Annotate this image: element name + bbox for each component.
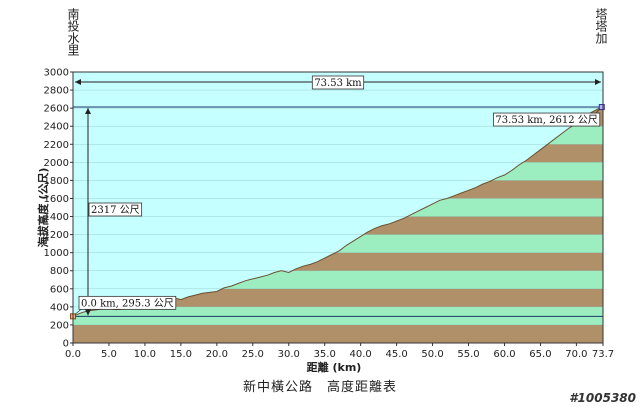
- climb-arrow-head-top: [85, 108, 91, 115]
- climb-label: 2317 公尺: [88, 202, 143, 217]
- start-leader: [74, 309, 82, 315]
- y-tick-label: 0: [63, 339, 69, 350]
- x-tick-label: 35.0: [314, 349, 336, 360]
- distance-arrow-head-right: [595, 79, 601, 85]
- y-tick-label: 1200: [44, 230, 69, 241]
- y-tick-label: 1400: [44, 212, 69, 223]
- start-point-label-text: 0.0 km, 295.3 公尺: [81, 297, 174, 309]
- start-location-label: 南投水里: [66, 8, 80, 56]
- end-leader: [595, 108, 601, 114]
- y-tick-label: 200: [50, 320, 69, 331]
- distance-label-box: [311, 75, 365, 90]
- distance-arrow-head-left: [75, 79, 81, 85]
- x-tick-label: 45.0: [385, 349, 407, 360]
- axes-layer: 0 200 400 600 800 1000 1200 1400 1600 1800 2000 220…: [36, 68, 614, 375]
- watermark: #1005380: [569, 391, 636, 405]
- x-tick-label: 15.0: [170, 349, 192, 360]
- end-point-label-text: 73.53 km, 2612 公尺: [495, 114, 597, 126]
- climb-arrow-head-bottom: [85, 309, 91, 316]
- y-tick-label: 400: [50, 302, 69, 313]
- y-tick-label: 800: [50, 266, 69, 277]
- distance-label: 73.53 km: [311, 75, 365, 90]
- x-tick-label: 0.0: [65, 349, 81, 360]
- y-tick-label: 2200: [44, 140, 69, 151]
- end-point-label-box: [493, 112, 601, 127]
- x-tick-label: 25.0: [242, 349, 264, 360]
- x-tick-label: 5.0: [101, 349, 117, 360]
- x-tick-label: 55.0: [457, 349, 479, 360]
- y-tick-label: 1600: [44, 194, 69, 205]
- y-tick-label: 2000: [44, 158, 69, 169]
- x-tick-label: 70.0: [565, 349, 587, 360]
- x-tick-label: 73.7: [592, 349, 614, 360]
- y-axis-label: 海拔高度 (公尺): [36, 168, 50, 248]
- start-point-label-box: [78, 295, 177, 310]
- y-tick-label: 1800: [44, 176, 69, 187]
- x-axis-label: 距離 (km): [307, 360, 362, 374]
- x-tick-label: 60.0: [493, 349, 515, 360]
- end-point-label: 73.53 km, 2612 公尺: [493, 112, 601, 127]
- x-tick-label: 65.0: [529, 349, 551, 360]
- chart-caption: 新中橫公路 高度距離表: [242, 380, 397, 395]
- elevation-band: [73, 324, 603, 343]
- y-tick-label: 2800: [44, 86, 69, 97]
- start-point-label: 0.0 km, 295.3 公尺: [78, 295, 177, 310]
- plot-frame: [72, 71, 604, 344]
- distance-label-text: 73.53 km: [314, 78, 362, 89]
- y-tick-label: 2600: [44, 104, 69, 115]
- x-tick-label: 40.0: [350, 349, 372, 360]
- x-tick-label: 30.0: [278, 349, 300, 360]
- y-tick-label: 1000: [44, 248, 69, 259]
- climb-label-box: [88, 202, 143, 217]
- end-location-label: 塔塔加: [594, 8, 608, 44]
- x-tick-label: 50.0: [421, 349, 443, 360]
- y-tick-label: 3000: [44, 68, 69, 79]
- x-tick-label: 20.0: [206, 349, 228, 360]
- end-marker: [598, 104, 605, 111]
- x-tick-label: 10.0: [134, 349, 156, 360]
- climb-label-text: 2317 公尺: [91, 204, 140, 216]
- annotation-layer: 73.53 km 2317 公尺 0.0 km, 295.3 公尺 73.53 km,…: [70, 75, 605, 320]
- y-tick-label: 2400: [44, 122, 69, 133]
- y-tick-label: 600: [50, 284, 69, 295]
